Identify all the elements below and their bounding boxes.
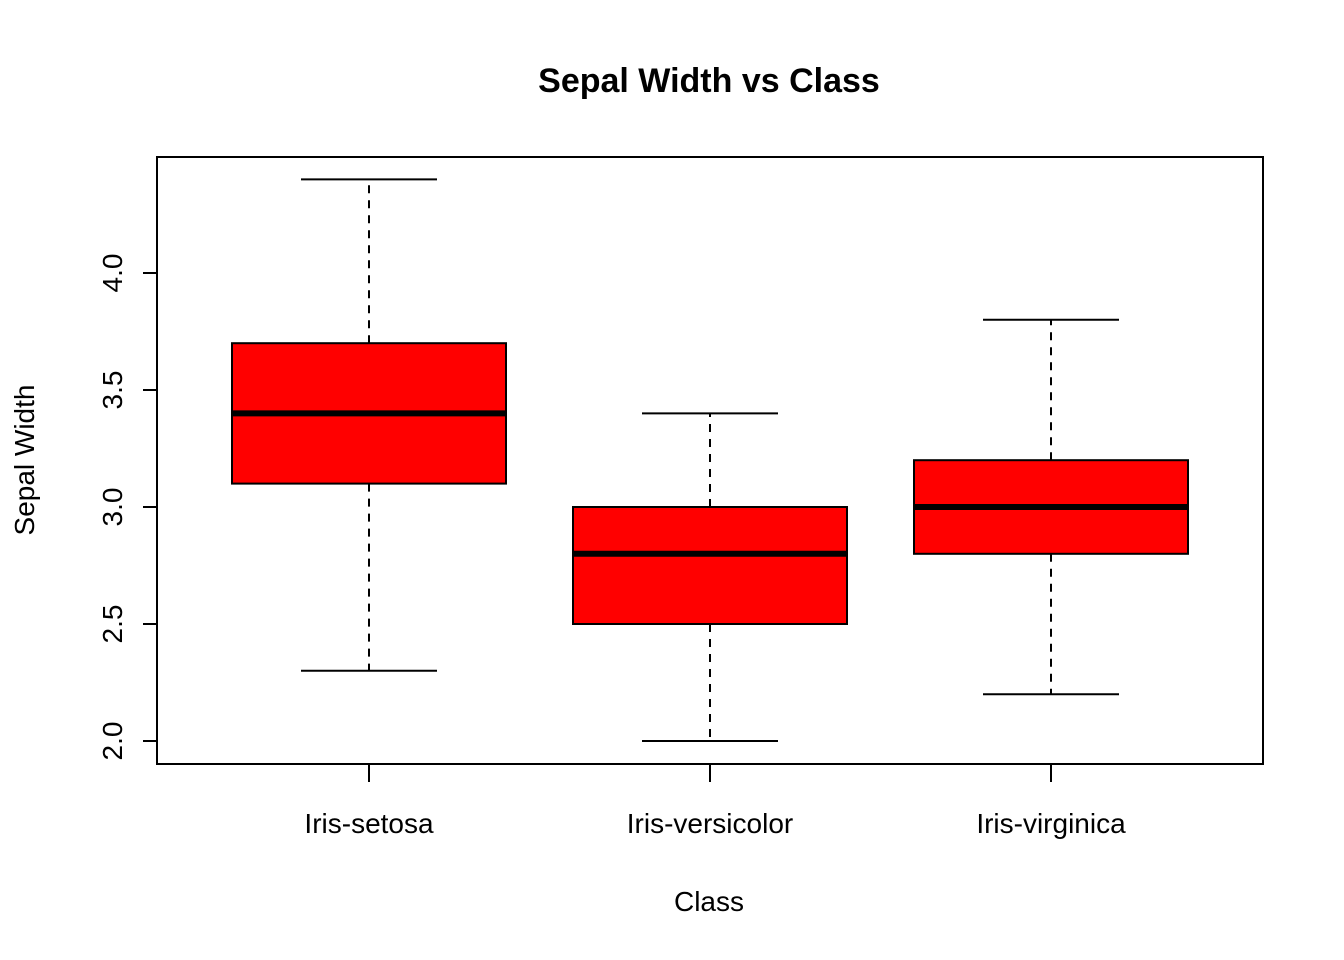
boxes-group xyxy=(231,178,1189,742)
y-tick-label: 3.5 xyxy=(97,371,128,410)
y-tick-label: 2.0 xyxy=(97,722,128,761)
y-tick-label: 3.0 xyxy=(97,488,128,527)
box-iris-versicolor xyxy=(572,412,848,742)
box-iris-setosa xyxy=(231,178,507,672)
x-axis: Iris-setosa Iris-versicolor Iris-virginica xyxy=(304,764,1126,839)
y-tick-label: 2.5 xyxy=(97,605,128,644)
chart-title: Sepal Width vs Class xyxy=(538,62,880,100)
x-tick-label: Iris-virginica xyxy=(976,808,1126,839)
x-axis-label: Class xyxy=(674,886,744,917)
x-tick-label: Iris-versicolor xyxy=(627,808,793,839)
box-iris-virginica xyxy=(913,318,1189,696)
iqr-box xyxy=(572,506,848,625)
y-axis-label: Sepal Width xyxy=(9,385,40,536)
x-tick-label: Iris-setosa xyxy=(304,808,434,839)
y-axis: 2.0 2.5 3.0 3.5 4.0 xyxy=(97,254,157,761)
y-tick-label: 4.0 xyxy=(97,254,128,293)
